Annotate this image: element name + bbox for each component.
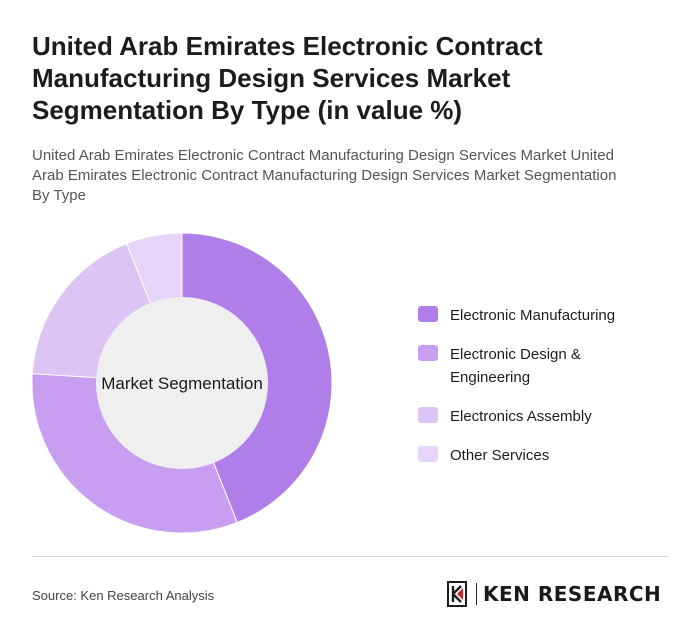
legend-swatch [418, 345, 438, 361]
center-label: Market Segmentation [101, 374, 263, 393]
legend-swatch [418, 446, 438, 462]
legend: Electronic Manufacturing Electronic Desi… [418, 304, 678, 483]
legend-swatch [418, 306, 438, 322]
legend-label: Electronic Design & Engineering [450, 346, 581, 386]
legend-label: Other Services [450, 447, 550, 464]
brand-separator [476, 583, 477, 605]
legend-item: Electronic Design & Engineering [418, 343, 678, 389]
chart-subtitle: United Arab Emirates Electronic Contract… [32, 147, 617, 204]
brand-name: KEN RESEARCH [483, 582, 662, 606]
footer-divider [32, 556, 668, 557]
legend-label: Electronic Manufacturing [450, 307, 616, 324]
chart-title: United Arab Emirates Electronic Contract… [32, 31, 543, 125]
legend-swatch [418, 407, 438, 423]
brand-logo: KEN RESEARCH [446, 581, 661, 607]
source-note: Source: Ken Research Analysis [32, 588, 215, 603]
donut-chart: Market Segmentation [31, 232, 333, 534]
legend-label: Electronics Assembly [450, 408, 592, 425]
ken-research-logo-icon [447, 581, 467, 607]
legend-item: Electronics Assembly [418, 405, 678, 428]
legend-item: Electronic Manufacturing [418, 304, 678, 327]
legend-item: Other Services [418, 444, 678, 467]
donut-hole [96, 297, 268, 469]
